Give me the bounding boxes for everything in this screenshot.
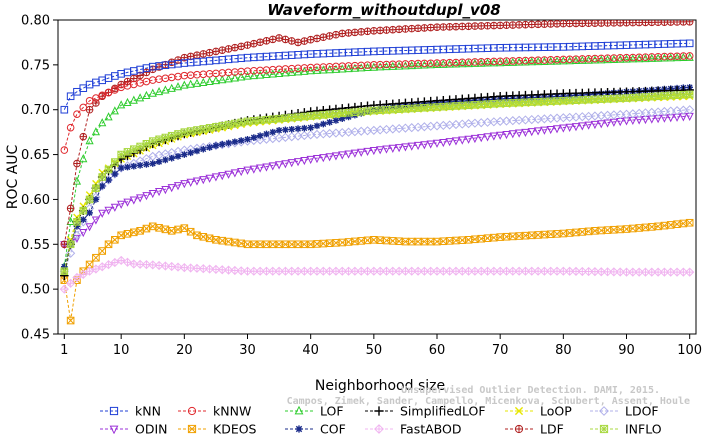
legend-marker: [374, 406, 384, 416]
x-tick-label: 1: [60, 343, 68, 358]
legend-item-ldf: LDF: [505, 422, 564, 434]
y-tick-label: 0.75: [21, 58, 50, 73]
legend-label: LoOP: [540, 404, 572, 419]
legend-marker: [295, 425, 303, 433]
legend-label: COF: [320, 422, 346, 434]
series-loop: [60, 92, 694, 275]
legend-label: INFLO: [625, 422, 662, 434]
watermark-line-2: Campos, Zimek, Sander, Campello, Micenko…: [287, 395, 690, 407]
series-markers: [60, 52, 694, 270]
series-markers: [60, 52, 694, 154]
legend-marker: [374, 424, 384, 434]
x-tick-label: 100: [677, 343, 702, 358]
legend-label: LDF: [540, 422, 564, 434]
legend-label: LOF: [320, 404, 344, 419]
series-markers: [60, 92, 694, 275]
series-line: [64, 115, 690, 245]
y-tick-label: 0.60: [21, 193, 50, 208]
legend-marker: [599, 406, 609, 416]
series-line: [63, 109, 690, 272]
legend-item-ldof: LDOF: [590, 404, 659, 419]
x-tick-label: 50: [366, 343, 383, 358]
series-inflo: [60, 90, 694, 275]
legend-marker: [109, 425, 119, 434]
series-knnw: [60, 52, 694, 154]
legend-marker: [187, 406, 197, 416]
legend-label: ODIN: [135, 422, 168, 434]
series-kdeos: [60, 218, 694, 325]
x-tick-label: 20: [176, 343, 193, 358]
x-tick-label: 70: [492, 343, 509, 358]
watermark-line-1: Unsupervised Outlier Detection. DAMI, 20…: [401, 384, 660, 396]
chart-title: Waveform_withoutdupl_v08: [267, 1, 500, 19]
legend-label: KDEOS: [213, 422, 257, 434]
series-markers: [59, 255, 695, 294]
series-markers: [59, 105, 695, 276]
y-axis-label: ROC AUC: [5, 144, 21, 209]
legend-label: kNN: [135, 404, 161, 419]
legend-marker: [514, 406, 524, 416]
x-tick-label: 80: [555, 343, 572, 358]
legend-label: LDOF: [625, 404, 659, 419]
y-axis: 0.45 0.50 0.55 0.60 0.65 0.70 0.75 0.80: [21, 14, 58, 343]
series-markers: [60, 39, 694, 114]
legend-marker: [187, 424, 197, 434]
series-layer: [59, 20, 695, 325]
x-tick-label: 30: [239, 343, 256, 358]
series-line: [63, 57, 690, 267]
y-tick-label: 0.55: [21, 238, 50, 253]
legend-item-loop: LoOP: [505, 404, 572, 419]
legend-item-knnw: kNNW: [178, 404, 251, 419]
legend-item-simplifiedlof: SimplifiedLOF: [365, 404, 486, 419]
y-tick-label: 0.45: [21, 328, 50, 343]
legend-label: kNNW: [213, 404, 251, 419]
series-markers: [60, 218, 694, 325]
legend-item-fastabod: FastABOD: [365, 422, 462, 434]
series-knn: [60, 39, 694, 114]
plot-frame: [57, 19, 697, 335]
series-line: [63, 95, 690, 272]
x-tick-label: 90: [618, 343, 635, 358]
legend: kNN kNNW LOF SimplifiedLOF LoOP LDOF ODIN KDEOS…: [100, 404, 662, 434]
legend-item-odin: ODIN: [100, 422, 168, 434]
legend-item-cof: COF: [285, 422, 346, 434]
legend-marker: [294, 405, 304, 415]
legend-marker: [514, 424, 524, 434]
legend-marker: [109, 406, 119, 416]
series-lof: [60, 52, 694, 270]
y-tick-label: 0.80: [21, 14, 50, 29]
x-tick-label: 40: [302, 343, 319, 358]
y-tick-label: 0.50: [21, 283, 50, 298]
legend-item-inflo: INFLO: [590, 422, 662, 434]
watermark: Unsupervised Outlier Detection. DAMI, 20…: [287, 384, 690, 407]
x-axis: 1 10 20 30 40 50 60 70 80 90 100: [60, 334, 702, 358]
x-axis-label: Neighborhood size: [315, 378, 445, 394]
series-fastabod: [59, 255, 695, 294]
x-tick-label: 60: [429, 343, 446, 358]
legend-label: SimplifiedLOF: [400, 404, 486, 419]
legend-label: FastABOD: [400, 422, 462, 434]
series-line: [63, 89, 690, 276]
series-markers: [60, 90, 694, 275]
legend-marker: [599, 424, 609, 434]
legend-item-kdeos: KDEOS: [178, 422, 257, 434]
y-tick-label: 0.65: [21, 148, 50, 163]
series-ldof: [59, 105, 695, 276]
y-tick-label: 0.70: [21, 103, 50, 118]
x-tick-label: 10: [113, 343, 130, 358]
legend-item-knn: kNN: [100, 404, 161, 419]
legend-item-lof: LOF: [285, 404, 344, 419]
